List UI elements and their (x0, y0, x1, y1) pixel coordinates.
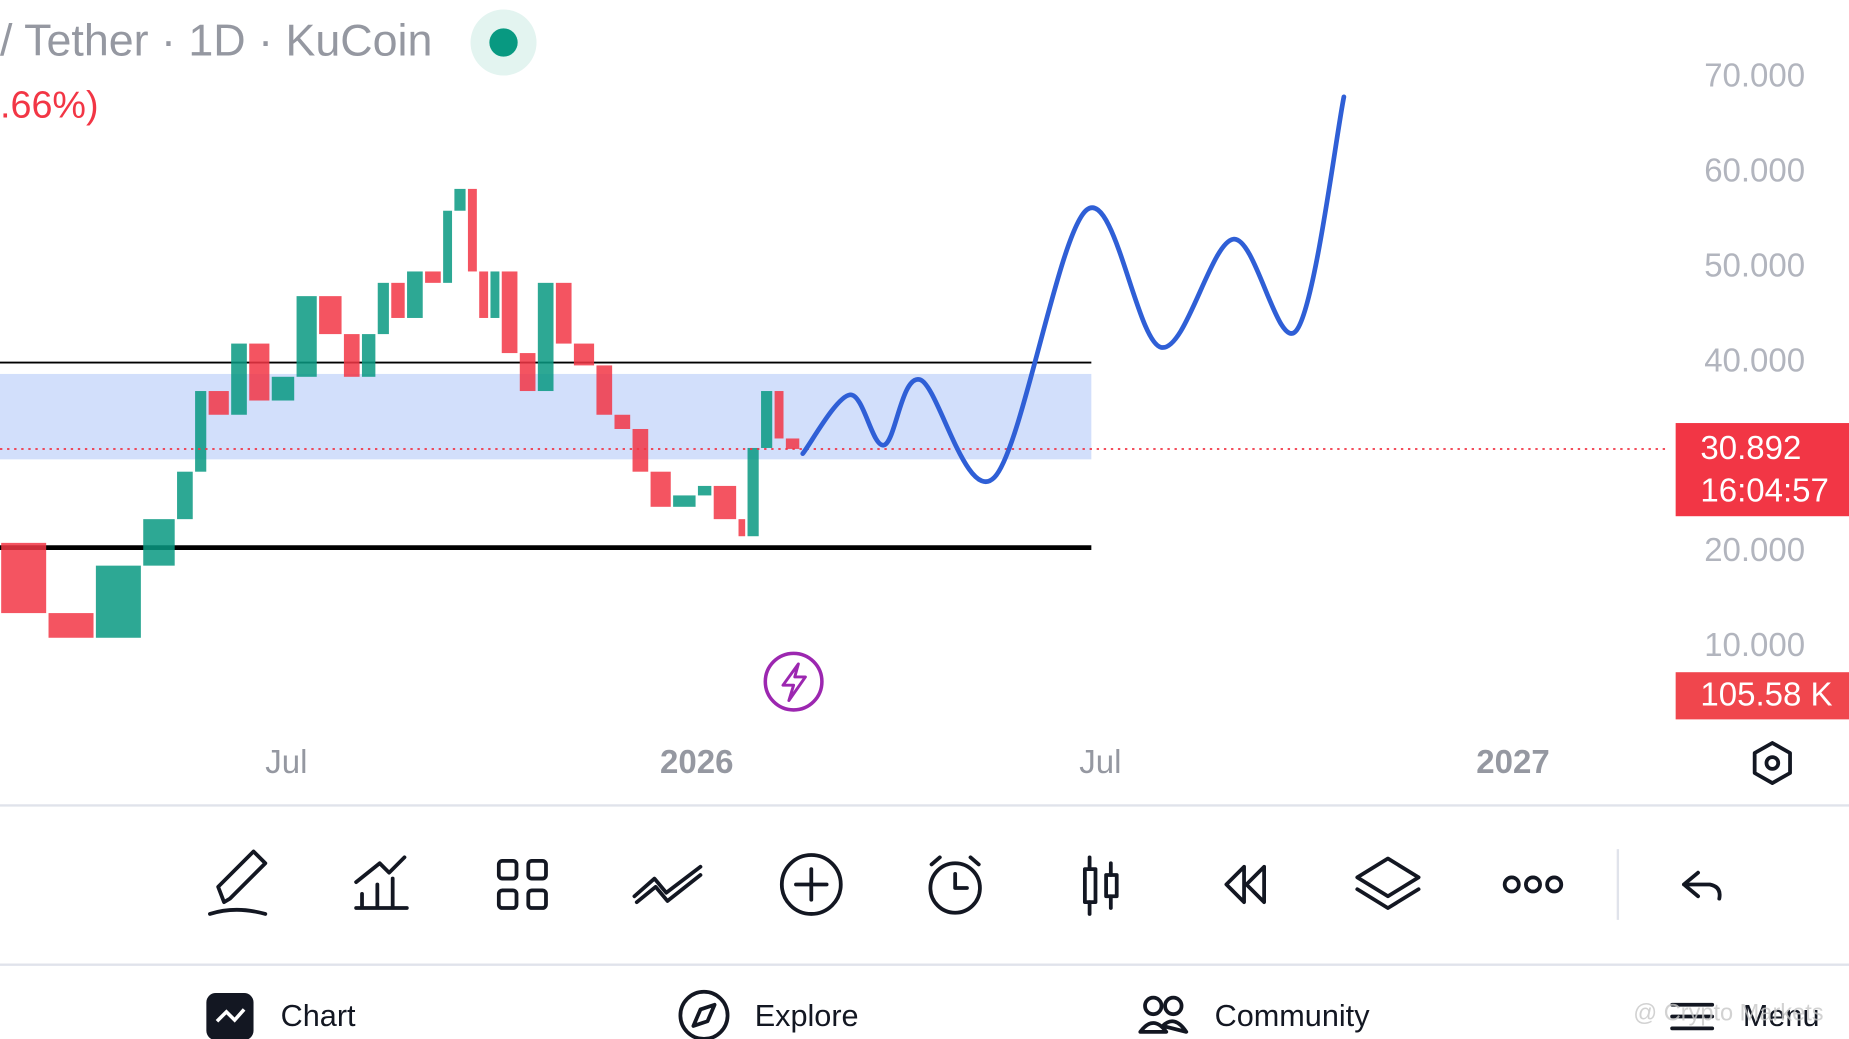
candle (231, 343, 247, 415)
alert-tool[interactable] (928, 855, 982, 915)
candle (377, 282, 389, 335)
replay-tool[interactable] (1224, 864, 1266, 905)
symbol-title[interactable]: / Tether · 1D · KuCoin (0, 16, 432, 66)
last-price-badge (1675, 423, 1849, 517)
candle (361, 334, 376, 377)
candle (143, 519, 175, 566)
draw-tool[interactable] (208, 849, 268, 916)
watermark: @ Crypto Markets (1633, 999, 1823, 1025)
indicators-tool[interactable] (354, 855, 409, 910)
candle (1, 542, 47, 614)
candle (501, 271, 518, 354)
candle (425, 271, 441, 283)
y-tick-label: 60.000 (1704, 151, 1805, 188)
add-tool[interactable] (779, 853, 843, 916)
price-change: .66%) (0, 83, 99, 125)
candle (537, 282, 554, 392)
y-tick-label: 70.000 (1704, 57, 1805, 94)
candle (785, 438, 800, 449)
candle (271, 376, 295, 401)
candle (650, 471, 671, 507)
nav-community-icon (1138, 1019, 1189, 1034)
y-tick-label: 20.000 (1704, 531, 1805, 568)
toolbar (208, 849, 1722, 920)
candle (407, 271, 423, 318)
candle (673, 495, 696, 507)
undo-tool[interactable] (1682, 870, 1722, 901)
nav-explore[interactable]: Explore (678, 989, 859, 1039)
layers-tool[interactable] (1355, 856, 1421, 910)
candle (391, 282, 405, 318)
candle (738, 519, 746, 537)
candle (614, 414, 631, 429)
candle (467, 188, 477, 272)
candle (195, 391, 207, 472)
candle (747, 447, 759, 537)
candle (208, 391, 229, 415)
candle (596, 365, 613, 415)
nav-explore-needle (691, 1002, 717, 1028)
candle (490, 271, 500, 318)
candle (555, 282, 572, 344)
flash-button[interactable] (763, 651, 824, 712)
chart-area (0, 94, 1669, 638)
candle (95, 565, 141, 638)
settings-icon-dot (1764, 755, 1781, 771)
flash-icon (781, 662, 807, 702)
nav-community-icon (1163, 995, 1184, 1017)
bottom-nav: Chart Explore Community Menu (206, 989, 1820, 1039)
candle (443, 210, 453, 283)
nav-label: Menu (1743, 999, 1820, 1033)
layout-tool[interactable] (496, 858, 548, 910)
candle (519, 353, 536, 392)
compare-tool[interactable] (632, 864, 703, 905)
nav-menu-icon (1670, 1002, 1715, 1031)
candle (713, 485, 737, 520)
candle (249, 343, 270, 401)
candle (774, 391, 784, 439)
last-price-label: 30.892 (1700, 429, 1801, 466)
countdown-label: 16:04:57 (1700, 471, 1828, 508)
candle (761, 391, 773, 448)
nav-label: Community (1215, 999, 1371, 1033)
candle (343, 334, 360, 377)
volume-badge (1675, 672, 1849, 720)
nav-chart[interactable]: Chart (206, 992, 356, 1039)
more-tool[interactable] (1502, 875, 1564, 894)
x-tick-label: Jul (265, 743, 307, 780)
candle (319, 296, 342, 335)
nav-label: Chart (281, 999, 356, 1033)
candle (296, 296, 317, 377)
candle (697, 485, 712, 496)
settings-button[interactable] (1752, 741, 1792, 785)
settings-icon (1752, 741, 1792, 785)
nav-community-icon (1143, 995, 1164, 1017)
y-tick-label: 50.000 (1704, 246, 1805, 283)
nav-menu[interactable]: Menu (1670, 999, 1820, 1033)
nav-community[interactable]: Community (1138, 995, 1371, 1034)
candle (573, 343, 595, 366)
projection-line (800, 94, 1347, 484)
x-tick-label: 2027 (1476, 743, 1549, 780)
x-tick-label: 2026 (660, 743, 733, 780)
nav-chart-icon-line (215, 1008, 246, 1023)
candle (454, 188, 466, 211)
chart-type-tool[interactable] (1082, 855, 1119, 916)
candle (479, 271, 489, 318)
y-tick-label: 40.000 (1704, 341, 1805, 378)
nav-label: Explore (755, 999, 859, 1033)
y-tick-label: 10.000 (1704, 626, 1805, 663)
candle (632, 428, 649, 472)
x-tick-label: Jul (1079, 743, 1121, 780)
candle (177, 471, 193, 520)
status-dot (489, 28, 518, 57)
volume-label: 105.58 K (1700, 676, 1832, 713)
candle (48, 613, 94, 638)
